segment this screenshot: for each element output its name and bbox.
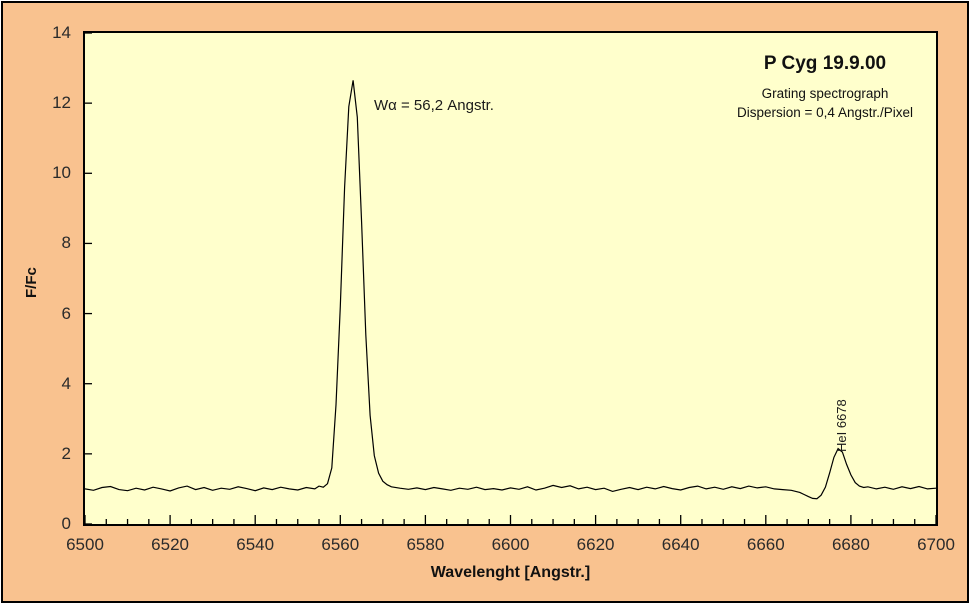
y-tick-label: 10 [52,163,71,183]
y-tick-label: 2 [61,443,71,463]
chart-subtitle-line1: Grating spectrograph [761,86,889,101]
x-axis-title: Wavelenght [Angstr.] [430,564,591,581]
y-tick-label: 0 [61,514,71,533]
plot-area [83,31,938,526]
spectrum-plot-svg [85,33,936,524]
chart-subtitle-line2: Dispersion = 0,4 Angstr./Pixel [737,105,913,120]
y-tick-label: 8 [61,233,71,253]
x-tick-label: 6700 [917,535,955,554]
x-tick-label: 6640 [661,535,700,554]
chart-title: P Cyg 19.9.00 [763,53,887,74]
equivalent-width-annotation: Wα = 56,2 Angstr. [374,97,494,114]
x-tick-label: 6680 [831,535,870,554]
x-tick-label: 6600 [491,535,530,554]
y-tick-label: 12 [52,93,71,113]
spectrum-line [85,80,936,500]
x-tick-label: 6580 [406,535,445,554]
y-tick-label: 14 [52,23,71,42]
y-tick-label: 6 [61,303,71,323]
x-tick-label: 6500 [66,535,104,554]
x-tick-label: 6620 [576,535,615,554]
chart-title-block: P Cyg 19.9.00 Grating spectrograph Dispe… [720,53,930,122]
y-axis-title: F/Fc [23,267,40,298]
hei-line-annotation: HeI 6678 [834,399,849,452]
x-tick-label: 6540 [236,535,275,554]
x-tick-label: 6520 [151,535,189,554]
x-tick-label: 6660 [746,535,785,554]
x-tick-label: 6560 [321,535,360,554]
y-tick-label: 4 [61,373,71,393]
